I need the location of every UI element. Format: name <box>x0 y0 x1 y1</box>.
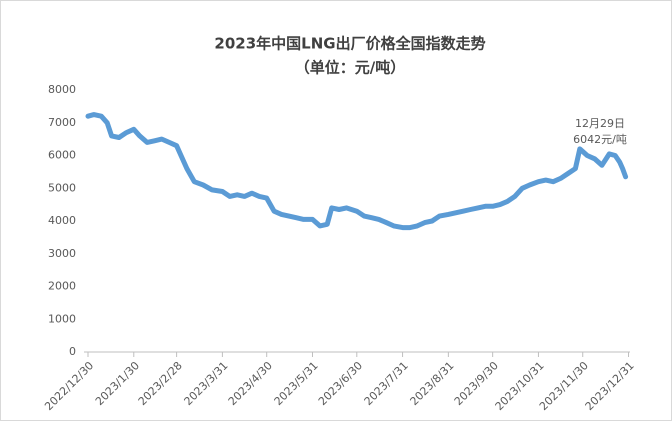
y-tick-label: 3000 <box>48 247 76 260</box>
y-tick-label: 5000 <box>48 181 76 194</box>
line <box>85 112 629 231</box>
y-tick-label: 2000 <box>48 280 76 293</box>
y-tick-label: 4000 <box>48 214 76 227</box>
annotation: 6042元/吨 <box>573 133 627 146</box>
y-tick-label: 1000 <box>48 312 76 325</box>
chart-title: 2023年中国LNG出厂价格全国指数走势 <box>214 35 485 53</box>
y-tick-label: 6000 <box>48 149 76 162</box>
y-tick-label: 7000 <box>48 116 76 129</box>
y-tick-label: 0 <box>69 345 76 358</box>
y-tick-label: 8000 <box>48 83 76 96</box>
annotation: 12月29日 <box>575 117 625 130</box>
chart-subtitle: （单位：元/吨） <box>295 59 405 77</box>
